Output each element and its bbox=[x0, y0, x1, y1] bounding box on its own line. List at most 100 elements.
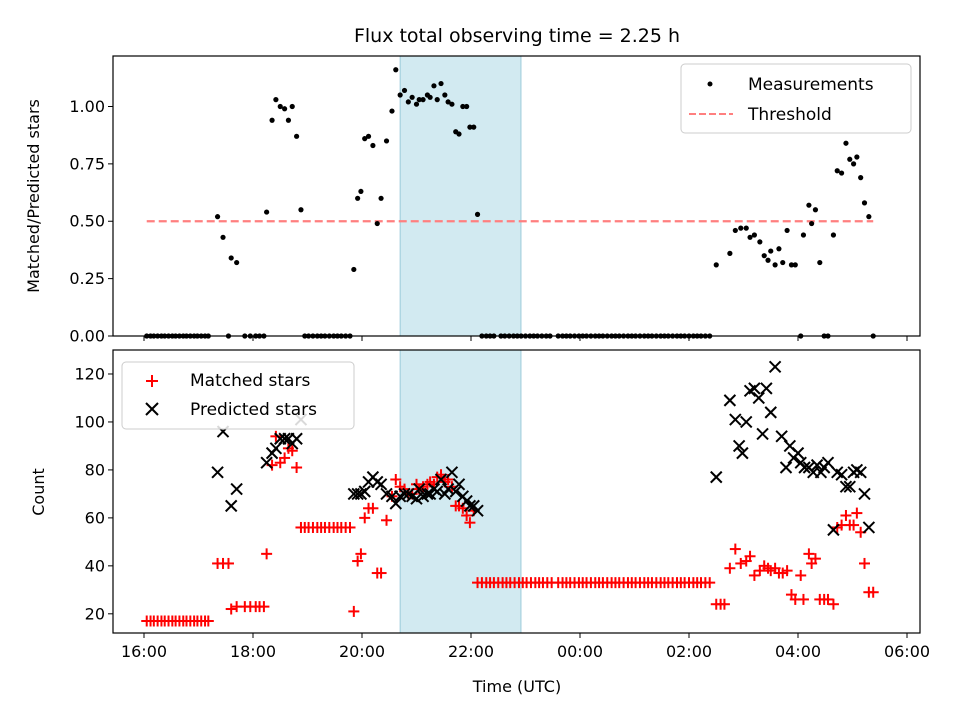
x-axis-label: Time (UTC) bbox=[472, 677, 561, 696]
predicted-star-marker bbox=[862, 521, 876, 534]
measurement-point bbox=[474, 211, 481, 217]
x-tick-label: 16:00 bbox=[121, 642, 167, 661]
predicted-star-marker bbox=[431, 485, 444, 498]
measurement-point bbox=[351, 266, 357, 273]
measurement-point bbox=[854, 154, 860, 160]
matched-star-marker bbox=[352, 555, 364, 567]
predicted-star-marker bbox=[768, 360, 782, 373]
predicted-star-marker bbox=[779, 461, 793, 474]
y-tick-label: 0.00 bbox=[69, 327, 105, 346]
measurement-point bbox=[214, 214, 221, 220]
measurement-point bbox=[732, 227, 738, 234]
measurement-point bbox=[792, 262, 798, 268]
x-tick-label: 06:00 bbox=[884, 642, 930, 661]
matched-star-marker bbox=[867, 586, 879, 598]
top-y-ticks: 0.00 0.25 0.50 0.75 1.00 bbox=[69, 97, 113, 346]
matched-star-marker bbox=[704, 577, 716, 589]
matched-star-marker bbox=[202, 615, 214, 627]
measurement-point bbox=[362, 136, 368, 142]
predicted-star-marker bbox=[756, 427, 769, 441]
matched-star-marker bbox=[258, 601, 270, 613]
measurement-point bbox=[405, 99, 411, 105]
measurement-point bbox=[761, 253, 767, 259]
top-highlight-span bbox=[399, 55, 522, 337]
predicted-star-marker bbox=[371, 475, 384, 489]
predicted-star-marker bbox=[374, 478, 388, 491]
measurement-point bbox=[277, 103, 283, 110]
measurement-point bbox=[471, 124, 477, 130]
bottom-plot-frame bbox=[112, 349, 921, 634]
predicted-star-marker bbox=[740, 415, 753, 429]
measurement-point bbox=[780, 259, 786, 266]
measurement-point bbox=[866, 214, 872, 220]
measurement-point bbox=[456, 131, 462, 137]
predicted-star-marker bbox=[791, 446, 805, 460]
matched-star-marker bbox=[348, 605, 360, 617]
bottom-y-axis-label: Count bbox=[29, 468, 48, 516]
measurement-point bbox=[298, 207, 304, 213]
matched-star-marker bbox=[390, 474, 402, 486]
measurement-point bbox=[743, 225, 749, 231]
matched-star-marker bbox=[367, 502, 379, 514]
predicted-star-marker bbox=[732, 439, 746, 453]
matched-star-marker bbox=[718, 598, 730, 610]
measurement-point bbox=[850, 161, 857, 167]
measurement-point bbox=[776, 246, 782, 252]
measurement-point bbox=[727, 250, 733, 256]
predicted-star-marker bbox=[230, 482, 243, 496]
measurement-point bbox=[713, 262, 719, 268]
measurement-point bbox=[847, 156, 853, 162]
predicted-star-marker bbox=[351, 487, 364, 501]
measurement-point bbox=[464, 103, 470, 110]
y-tick-label: 0.50 bbox=[69, 212, 105, 231]
measurement-point bbox=[416, 97, 422, 103]
measurement-point bbox=[374, 220, 380, 227]
measurements-series bbox=[144, 67, 876, 339]
top-plot-frame bbox=[112, 55, 921, 337]
measurement-point bbox=[234, 259, 240, 266]
predicted-star-marker bbox=[463, 499, 477, 513]
measurement-point bbox=[355, 195, 361, 201]
y-tick-label: 20 bbox=[85, 604, 105, 623]
matched-star-marker bbox=[809, 553, 821, 565]
legend-matched-label: Matched stars bbox=[190, 371, 310, 391]
measurement-point bbox=[438, 80, 444, 87]
predicted-star-marker bbox=[827, 523, 840, 537]
measurement-point bbox=[747, 234, 753, 240]
measurement-point bbox=[442, 92, 448, 98]
y-tick-label: 40 bbox=[85, 556, 105, 575]
measurement-point bbox=[282, 106, 288, 112]
matched-star-marker bbox=[222, 557, 234, 569]
predicted-star-marker bbox=[775, 430, 788, 443]
matched-star-marker bbox=[270, 430, 282, 442]
measurement-point bbox=[765, 257, 771, 263]
top-x-ticks bbox=[143, 336, 908, 341]
legend-predicted-marker bbox=[145, 402, 159, 416]
measurement-point bbox=[460, 103, 466, 110]
y-tick-label: 0.25 bbox=[69, 269, 105, 288]
top-legend-box bbox=[680, 63, 912, 134]
predicted-star-marker bbox=[752, 391, 765, 405]
measurement-point bbox=[285, 117, 292, 123]
measurement-point bbox=[757, 239, 763, 245]
predicted-star-marker bbox=[843, 480, 856, 493]
matched-star-marker bbox=[840, 509, 852, 521]
measurement-point bbox=[751, 232, 758, 238]
measurement-point bbox=[427, 94, 433, 100]
predicted-star-marker bbox=[445, 466, 459, 479]
measurement-point bbox=[294, 133, 300, 139]
matched-star-marker bbox=[858, 557, 870, 569]
predicted-star-marker bbox=[211, 466, 224, 479]
x-tick-label: 04:00 bbox=[775, 642, 821, 661]
matched-star-marker bbox=[735, 557, 747, 569]
legend-measurements-marker bbox=[707, 81, 713, 87]
matched-star-marker bbox=[795, 569, 807, 581]
predicted-star-marker bbox=[421, 487, 434, 501]
top-y-axis-label: Matched/Predicted stars bbox=[24, 99, 43, 293]
bottom-y-ticks: 20 40 60 80 100 120 bbox=[74, 364, 113, 623]
matched-star-marker bbox=[797, 593, 809, 605]
predicted-star-marker bbox=[854, 466, 867, 479]
predicted-star-marker bbox=[224, 499, 238, 513]
measurement-point bbox=[389, 108, 395, 114]
predicted-star-marker bbox=[821, 456, 835, 469]
